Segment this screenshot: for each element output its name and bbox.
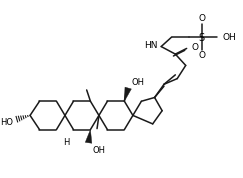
Text: OH: OH: [132, 78, 145, 87]
Text: S: S: [199, 33, 205, 43]
Text: O: O: [198, 51, 205, 61]
Polygon shape: [124, 87, 131, 101]
Text: H: H: [63, 138, 70, 147]
Text: HO: HO: [0, 118, 13, 127]
Text: OH: OH: [92, 146, 105, 155]
Polygon shape: [85, 130, 92, 143]
Text: OH: OH: [223, 33, 236, 42]
Text: O: O: [191, 43, 198, 52]
Text: HN: HN: [144, 41, 157, 50]
Text: O: O: [198, 14, 205, 23]
